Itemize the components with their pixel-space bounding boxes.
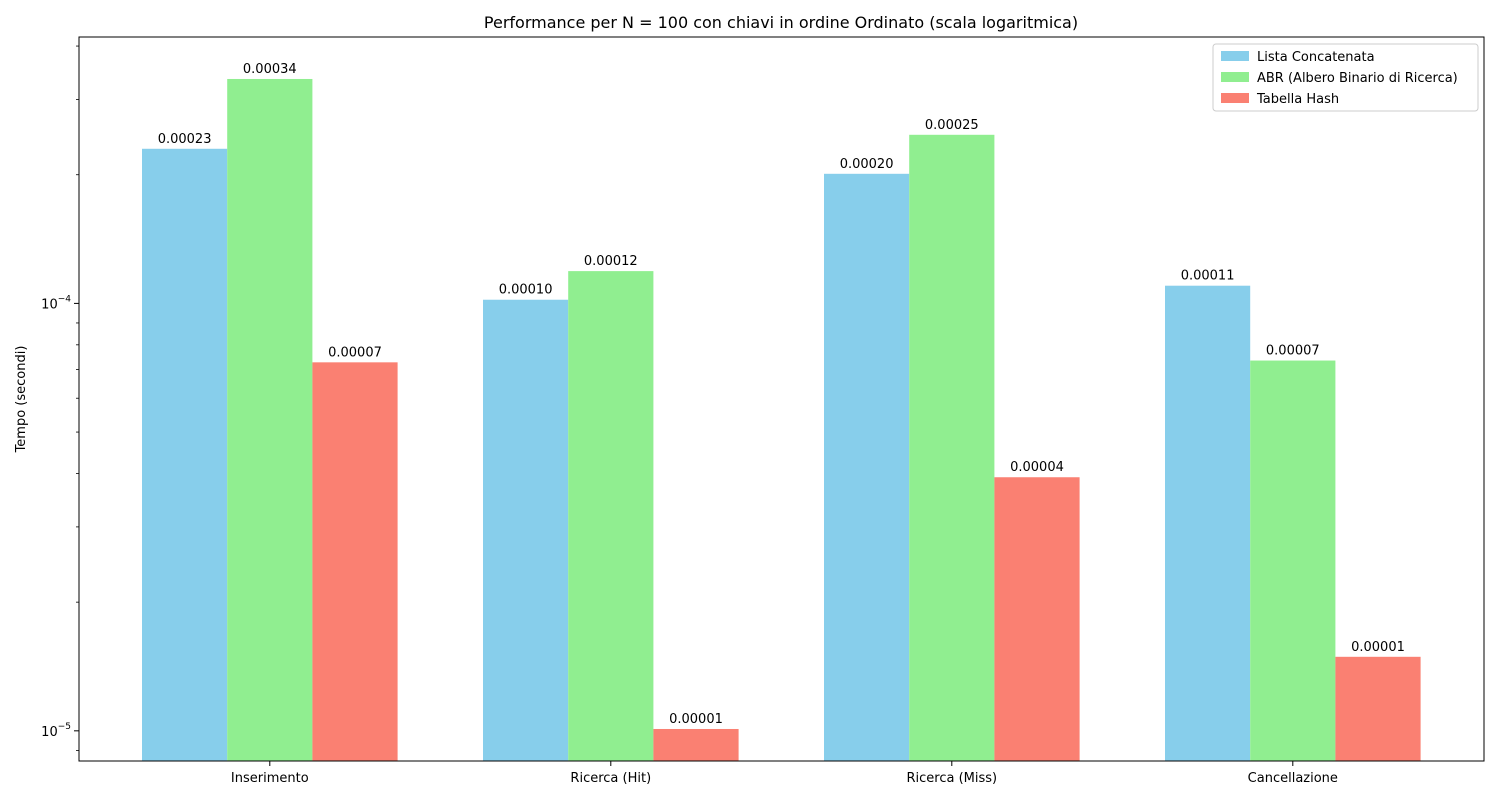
data-label: 0.00034 (243, 62, 297, 77)
data-label: 0.00007 (1266, 344, 1320, 359)
data-label: 0.00001 (1351, 640, 1405, 655)
legend-label: Tabella Hash (1256, 92, 1339, 107)
bar (483, 299, 569, 761)
data-labels-layer: 0.00023 0.00010 0.00020 0.00011 0.00034 0.000… (158, 62, 1405, 727)
y-tick-label: 10−5 (41, 722, 71, 740)
legend-box (1212, 43, 1479, 112)
bars-layer (142, 78, 1421, 762)
bar (1165, 285, 1251, 761)
bar (824, 173, 910, 761)
bar (653, 728, 739, 761)
legend-label: ABR (Albero Binario di Ricerca) (1257, 71, 1458, 86)
bar (994, 477, 1080, 761)
legend-swatch (1221, 93, 1249, 103)
data-label: 0.00023 (158, 132, 212, 147)
bar (568, 271, 654, 761)
bar (227, 78, 313, 762)
legend: Lista Concatenata ABR (Albero Binario di … (1212, 43, 1479, 112)
legend-swatch (1221, 51, 1249, 61)
axes-layer: Inserimento Ricerca (Hit) Ricerca (Miss) Ca… (41, 36, 1485, 786)
y-tick-label: 10−4 (41, 294, 71, 312)
plot-frame (78, 36, 1485, 762)
data-label: 0.00011 (1181, 269, 1235, 284)
bar (312, 362, 398, 761)
bar (1250, 360, 1336, 761)
legend-swatch (1221, 72, 1249, 82)
bar (909, 134, 995, 762)
data-label: 0.00012 (584, 254, 638, 269)
x-tick-label: Cancellazione (1248, 771, 1338, 786)
x-tick-label: Inserimento (231, 771, 309, 786)
bar (1335, 656, 1421, 761)
data-label: 0.00004 (1010, 460, 1064, 475)
chart-title: Performance per N = 100 con chiavi in or… (484, 13, 1078, 32)
x-tick-label: Ricerca (Hit) (570, 771, 651, 786)
data-label: 0.00010 (499, 283, 553, 298)
legend-label: Lista Concatenata (1257, 50, 1375, 65)
x-tick-label: Ricerca (Miss) (906, 771, 997, 786)
data-label: 0.00007 (328, 345, 382, 360)
y-axis-label: Tempo (secondi) (14, 346, 29, 454)
data-label: 0.00025 (925, 118, 979, 133)
data-label: 0.00020 (840, 157, 894, 172)
data-label: 0.00001 (669, 712, 723, 727)
bar (142, 148, 228, 761)
